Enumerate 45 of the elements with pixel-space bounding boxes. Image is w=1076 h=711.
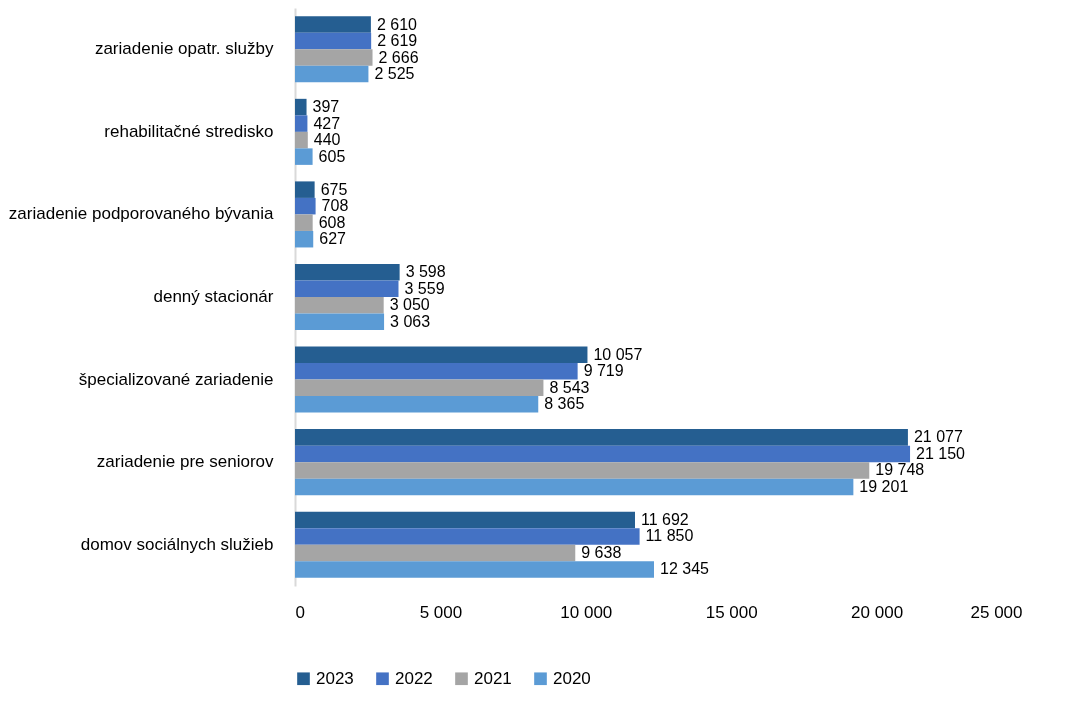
data-label: 21 150 xyxy=(916,444,966,462)
x-tick-label: 0 xyxy=(295,602,305,622)
legend-label: 2023 xyxy=(316,668,354,688)
data-label: 397 xyxy=(312,98,340,116)
data-label: 8 365 xyxy=(544,395,585,413)
data-label: 10 057 xyxy=(593,345,643,363)
x-tick-label: 25 000 xyxy=(970,602,1023,622)
data-label: 605 xyxy=(318,147,346,165)
data-label: 12 345 xyxy=(659,560,710,578)
data-label: 19 201 xyxy=(859,477,909,495)
data-label: 3 050 xyxy=(389,296,430,314)
data-label: 440 xyxy=(313,131,341,149)
data-label: 2 619 xyxy=(377,32,418,50)
x-tick-label: 15 000 xyxy=(705,602,758,622)
x-tick-label: 10 000 xyxy=(560,602,613,622)
data-label: 708 xyxy=(321,197,349,215)
x-tick-label: 20 000 xyxy=(851,602,904,622)
y-tick-label: zariadenie opatr. služby xyxy=(94,39,274,59)
data-label: 3 559 xyxy=(404,279,445,297)
data-label: 675 xyxy=(320,180,348,198)
data-label: 21 077 xyxy=(913,428,963,446)
y-tick-label: denný stacionár xyxy=(153,287,274,306)
data-label: 9 719 xyxy=(583,362,624,380)
legend-label: 2022 xyxy=(395,668,433,688)
legend-label: 2020 xyxy=(553,668,591,688)
data-label: 3 063 xyxy=(390,312,431,330)
data-label: 2 666 xyxy=(378,48,419,66)
y-tick-label: zariadenie podporovaného bývania xyxy=(8,204,275,224)
y-tick-label: zariadenie pre seniorov xyxy=(96,452,274,472)
data-label: 19 748 xyxy=(875,461,925,479)
data-label: 11 850 xyxy=(645,527,694,545)
data-label: 608 xyxy=(318,213,346,231)
data-label: 2 525 xyxy=(374,65,415,83)
data-label: 427 xyxy=(313,114,341,132)
data-label: 8 543 xyxy=(549,378,590,396)
y-tick-label: domov sociálnych služieb xyxy=(80,534,274,554)
y-tick-label: rehabilitačné stredisko xyxy=(104,121,274,141)
data-label: 3 598 xyxy=(405,263,446,281)
data-label: 11 692 xyxy=(641,510,689,528)
data-label: 2 610 xyxy=(376,15,418,33)
y-tick-label: špecializované zariadenie xyxy=(78,369,274,389)
data-label: 9 638 xyxy=(581,543,622,561)
legend-label: 2021 xyxy=(474,668,512,688)
data-label: 627 xyxy=(319,230,347,248)
x-tick-label: 5 000 xyxy=(419,602,463,622)
